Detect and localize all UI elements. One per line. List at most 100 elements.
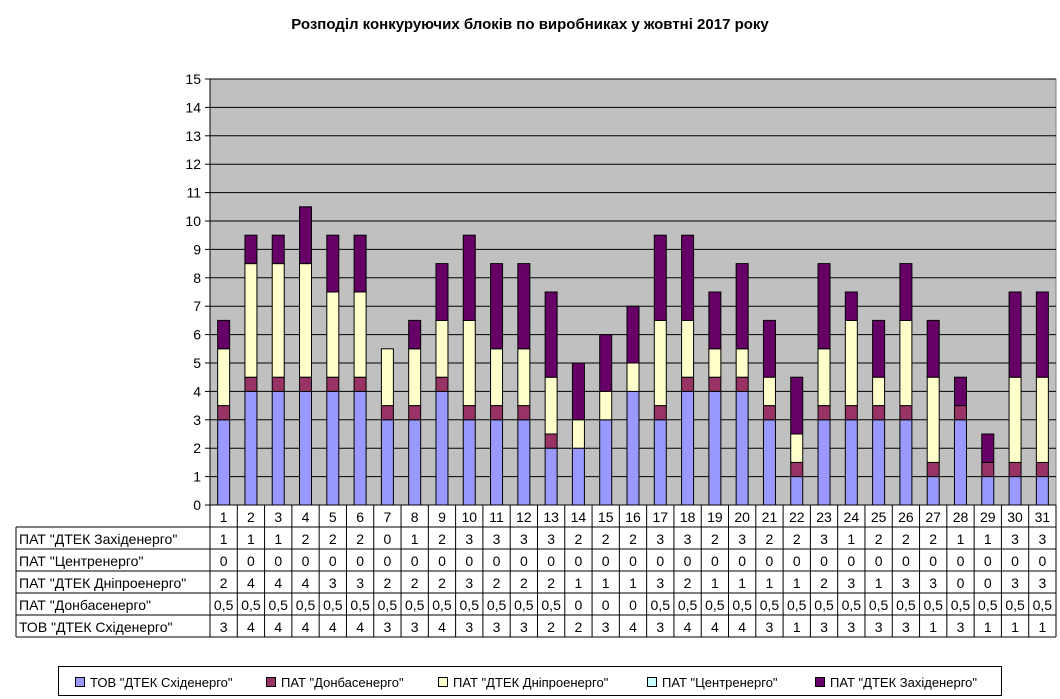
data-label: 0,5 [651,597,671,613]
bar-segment-series2-day6 [353,376,367,392]
bar-segment-series5-day19 [708,291,722,350]
data-label: 0 [847,553,855,569]
data-label: 0 [957,575,965,591]
data-label: 3 [547,531,555,547]
bar-segment-series5-day30 [1008,291,1022,378]
data-label: 0,5 [241,597,261,613]
data-label: 0 [1038,553,1046,569]
data-label: 0 [602,553,610,569]
data-label: 3 [493,619,501,635]
data-label: 3 [820,531,828,547]
data-label: 3 [520,531,528,547]
data-label: 0,5 [214,597,234,613]
bar-segment-series1-day25 [872,419,886,506]
bar-segment-series1-day18 [681,390,695,506]
bar-segment-series2-day4 [299,376,313,392]
y-tick-label: 12 [185,156,201,172]
data-label: 0 [274,553,282,569]
bar-segment-series2-day7 [380,405,394,421]
data-label: 2 [711,531,719,547]
data-label: 0 [547,553,555,569]
data-label: 0 [766,553,774,569]
bar-segment-series2-day21 [762,405,776,421]
data-label: 1 [875,575,883,591]
data-label: 2 [411,575,419,591]
data-label: 2 [929,531,937,547]
data-label: 1 [629,575,637,591]
data-label: 3 [465,531,473,547]
data-label: 0,5 [405,597,425,613]
data-label: 0 [575,553,583,569]
bar-segment-series3-day7 [380,348,394,407]
data-label: 0 [820,553,828,569]
data-label: 0 [383,531,391,547]
data-label: 1 [274,531,282,547]
x-tick-label: 3 [274,509,282,525]
data-label: 3 [1011,575,1019,591]
x-tick-label: 12 [516,509,532,525]
bar-segment-series5-day25 [872,319,886,378]
legend-item: ПАТ "Центренерго" [647,675,778,690]
y-tick-label: 4 [193,383,201,399]
y-tick-label: 1 [193,469,201,485]
bar-segment-series2-day13 [544,433,558,449]
x-tick-label: 29 [980,509,996,525]
bar-segment-series5-day31 [1035,291,1049,378]
bar-segment-series2-day8 [408,405,422,421]
data-label: 2 [629,531,637,547]
data-label: 0,5 [814,597,834,613]
y-tick-label: 0 [193,497,201,513]
legend-label: ТОВ "ДТЕК Східенерго" [90,675,233,690]
bar-segment-series1-day7 [380,419,394,506]
data-label: 4 [438,619,446,635]
bar-segment-series3-day15 [599,390,613,421]
bar-segment-series3-day21 [762,376,776,407]
data-label: 0 [738,553,746,569]
y-tick-label: 15 [185,71,201,87]
data-label: 3 [602,619,610,635]
bar-segment-series3-day12 [517,348,531,407]
bar-segment-series2-day23 [817,405,831,421]
bar-segment-series2-day20 [735,376,749,392]
x-tick-label: 10 [461,509,477,525]
bar-segment-series2-day29 [981,461,995,478]
data-label: 0 [493,553,501,569]
data-label: 0,5 [732,597,752,613]
data-label: 1 [247,531,255,547]
bar-segment-series2-day22 [790,461,804,478]
data-label: 2 [438,575,446,591]
data-label: 2 [383,575,391,591]
bar-segment-series1-day15 [599,419,613,506]
bar-segment-series2-day26 [899,405,913,421]
bar-segment-series2-day9 [435,376,449,392]
bar-segment-series3-day27 [926,376,940,463]
data-label: 0 [629,597,637,613]
x-tick-label: 27 [925,509,941,525]
bar-segment-series3-day2 [244,263,258,378]
data-label: 3 [902,619,910,635]
bar-segment-series1-day17 [653,419,667,506]
bar-segment-series1-day22 [790,476,804,506]
data-label: 4 [302,575,310,591]
data-label: 2 [356,531,364,547]
legend-label: ПАТ "Донбасенерго" [281,675,404,690]
y-tick-label: 10 [185,213,201,229]
x-tick-label: 25 [871,509,887,525]
bar-segment-series3-day13 [544,376,558,435]
bar-segment-series2-day30 [1008,461,1022,478]
bar-segment-series1-day24 [844,419,858,506]
bar-segment-series3-day18 [681,319,695,378]
table-row-label: ПАТ "Донбасенерго" [19,597,151,613]
x-tick-label: 23 [816,509,832,525]
bar-segment-series5-day4 [299,206,313,265]
bar-segment-series1-day26 [899,419,913,506]
data-label: 2 [520,575,528,591]
data-label: 0 [984,553,992,569]
bar-segment-series5-day14 [571,362,585,421]
data-label: 0 [247,553,255,569]
bar-segment-series5-day16 [626,305,640,364]
bar-segment-series5-day22 [790,376,804,435]
data-label: 0,5 [1005,597,1025,613]
bar-segment-series5-day11 [490,263,504,350]
data-label: 2 [875,531,883,547]
